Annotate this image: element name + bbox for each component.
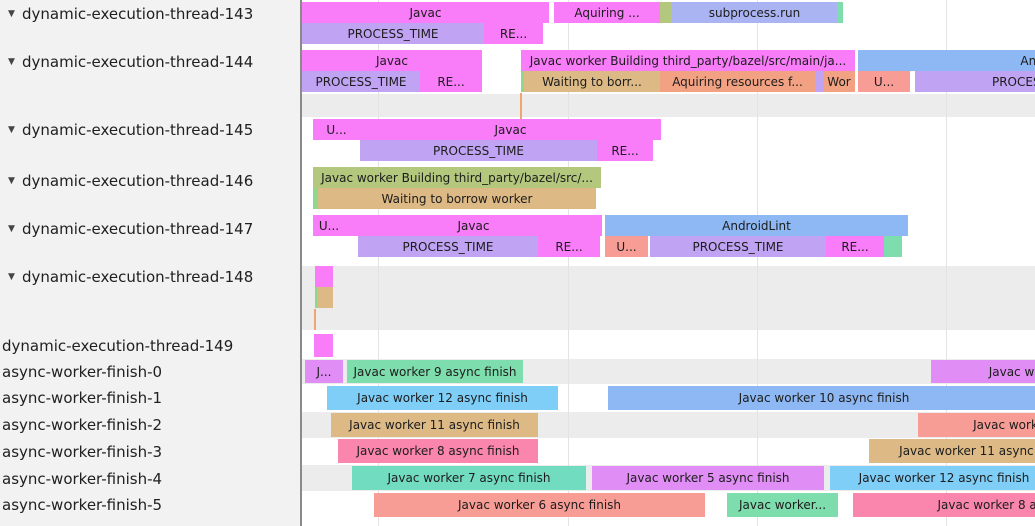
track-label-row[interactable]: ▼ dynamic-execution-thread-143 — [0, 3, 300, 25]
track-label-row[interactable]: ▼ dynamic-execution-thread-146 — [0, 170, 300, 192]
trace-slice[interactable] — [314, 334, 333, 357]
trace-slice[interactable]: An... — [858, 50, 1035, 71]
track-label-row[interactable]: async-worker-finish-3 — [0, 441, 300, 463]
collapse-triangle-icon[interactable]: ▼ — [8, 272, 15, 282]
trace-slice[interactable]: Javac worker 8 async finish — [853, 493, 1035, 517]
trace-slice[interactable]: Javac — [302, 50, 482, 71]
track-label-row[interactable]: async-worker-finish-2 — [0, 414, 300, 436]
track-label: dynamic-execution-thread-143 — [22, 5, 254, 23]
trace-slice[interactable]: Javac worker 12 async finish — [327, 386, 558, 410]
trace-slice[interactable]: Javac worker 8 async finish — [338, 439, 538, 463]
trace-slice[interactable]: subprocess.run — [672, 2, 837, 23]
trace-slice[interactable]: RE... — [597, 140, 653, 161]
instant-event-marker[interactable] — [520, 93, 522, 119]
trace-slice[interactable]: Waiting to borrow worker — [318, 188, 596, 209]
trace-slice[interactable]: Javac worker 7 async finish — [352, 466, 586, 490]
trace-slice[interactable] — [313, 188, 318, 209]
track-label-row[interactable]: ▼ dynamic-execution-thread-144 — [0, 51, 300, 73]
trace-slice[interactable] — [837, 2, 843, 23]
trace-slice[interactable] — [521, 71, 524, 92]
trace-slice[interactable]: Javac — [345, 215, 602, 236]
trace-slice[interactable]: RE... — [538, 236, 600, 257]
trace-slice[interactable]: PROCESS_TIME — [358, 236, 538, 257]
track-label: async-worker-finish-4 — [2, 470, 163, 488]
trace-slice[interactable] — [315, 287, 317, 308]
trace-slice[interactable]: Aquiring resources f... — [660, 71, 815, 92]
track-background-band — [302, 266, 1035, 330]
trace-slice[interactable]: PROCESS_TIME — [360, 140, 597, 161]
track-label-row[interactable]: ▼ dynamic-execution-thread-145 — [0, 119, 300, 141]
track-label: dynamic-execution-thread-144 — [22, 53, 254, 71]
track-label-row[interactable]: async-worker-finish-5 — [0, 494, 300, 516]
track-label: dynamic-execution-thread-149 — [2, 337, 234, 355]
sidebar-divider[interactable] — [300, 0, 302, 526]
trace-slice[interactable] — [660, 2, 672, 23]
trace-slice[interactable]: PROCESS_TIME — [302, 71, 420, 92]
collapse-triangle-icon[interactable]: ▼ — [8, 224, 15, 234]
trace-slice[interactable]: Javac worker... — [727, 493, 838, 517]
track-label-row[interactable]: async-worker-finish-4 — [0, 468, 300, 490]
time-gridline — [946, 0, 947, 526]
trace-slice[interactable]: Javac worker Building third_party/bazel/… — [521, 50, 855, 71]
trace-slice[interactable]: Javac worke — [918, 413, 1035, 437]
track-label-row[interactable]: dynamic-execution-thread-149 — [0, 335, 300, 357]
track-label-row[interactable]: ▼ dynamic-execution-thread-147 — [0, 218, 300, 240]
collapse-triangle-icon[interactable]: ▼ — [8, 9, 15, 19]
time-gridline — [757, 0, 758, 526]
trace-slice[interactable]: RE... — [484, 23, 543, 44]
trace-slice[interactable]: RE... — [826, 236, 884, 257]
collapse-triangle-icon[interactable]: ▼ — [8, 57, 15, 67]
track-label: async-worker-finish-3 — [2, 443, 163, 461]
time-gridline — [568, 0, 569, 526]
trace-slice[interactable]: U... — [858, 71, 910, 92]
track-label-row[interactable]: async-worker-finish-1 — [0, 387, 300, 409]
trace-slice[interactable]: Javac worker 11 async finish — [869, 439, 1035, 463]
trace-slice[interactable]: Javac worker Building third_party/bazel/… — [313, 167, 601, 188]
track-label: async-worker-finish-5 — [2, 496, 163, 514]
track-label: dynamic-execution-thread-148 — [22, 268, 254, 286]
track-label: dynamic-execution-thread-147 — [22, 220, 254, 238]
trace-slice[interactable]: Javac — [360, 119, 661, 140]
track-label: async-worker-finish-2 — [2, 416, 163, 434]
collapse-triangle-icon[interactable]: ▼ — [8, 176, 15, 186]
trace-slice[interactable]: Wor — [823, 71, 855, 92]
trace-slice[interactable]: Waiting to borr... — [524, 71, 660, 92]
track-label-row[interactable]: ▼ dynamic-execution-thread-148 — [0, 266, 300, 288]
trace-slice[interactable] — [884, 236, 902, 257]
track-label: async-worker-finish-1 — [2, 389, 163, 407]
trace-slice[interactable] — [315, 266, 333, 287]
trace-slice[interactable]: Aquiring ... — [554, 2, 660, 23]
trace-slice[interactable]: AndroidLint — [605, 215, 908, 236]
trace-slice[interactable]: J... — [305, 360, 343, 383]
trace-slice[interactable]: Javac worker 12 async finish — [830, 466, 1035, 490]
trace-slice[interactable]: RE... — [420, 71, 482, 92]
track-label: async-worker-finish-0 — [2, 363, 163, 381]
collapse-triangle-icon[interactable]: ▼ — [8, 125, 15, 135]
track-sidebar: ▼ dynamic-execution-thread-143 ▼ dynamic-ex… — [0, 0, 300, 526]
track-label: dynamic-execution-thread-145 — [22, 121, 254, 139]
trace-slice[interactable]: Javac worker 9 async finish — [347, 360, 523, 383]
trace-slice[interactable]: Javac — [302, 2, 549, 23]
trace-slice[interactable]: U... — [313, 215, 345, 236]
trace-slice[interactable]: Javac worker 5 async finish — [592, 466, 824, 490]
track-label: dynamic-execution-thread-146 — [22, 172, 254, 190]
trace-slice[interactable]: Javac worker 10 async finish — [608, 386, 1035, 410]
trace-slice[interactable] — [815, 71, 823, 92]
time-gridline — [378, 0, 379, 526]
track-label-row[interactable]: async-worker-finish-0 — [0, 361, 300, 383]
trace-slice[interactable]: Javac worker 11 async finish — [331, 413, 538, 437]
trace-slice[interactable]: Javac w — [931, 360, 1035, 383]
trace-slice[interactable]: Javac worker 6 async finish — [374, 493, 705, 517]
trace-slice[interactable]: U... — [313, 119, 360, 140]
trace-slice[interactable]: U... — [605, 236, 648, 257]
track-background-band — [302, 94, 1035, 117]
trace-slice[interactable] — [317, 287, 333, 308]
trace-slice[interactable]: PROCESS_TIME — [650, 236, 826, 257]
instant-event-marker[interactable] — [314, 309, 316, 330]
trace-slice[interactable]: PROCESS_TIME — [915, 71, 1035, 92]
trace-slice[interactable]: PROCESS_TIME — [302, 23, 484, 44]
